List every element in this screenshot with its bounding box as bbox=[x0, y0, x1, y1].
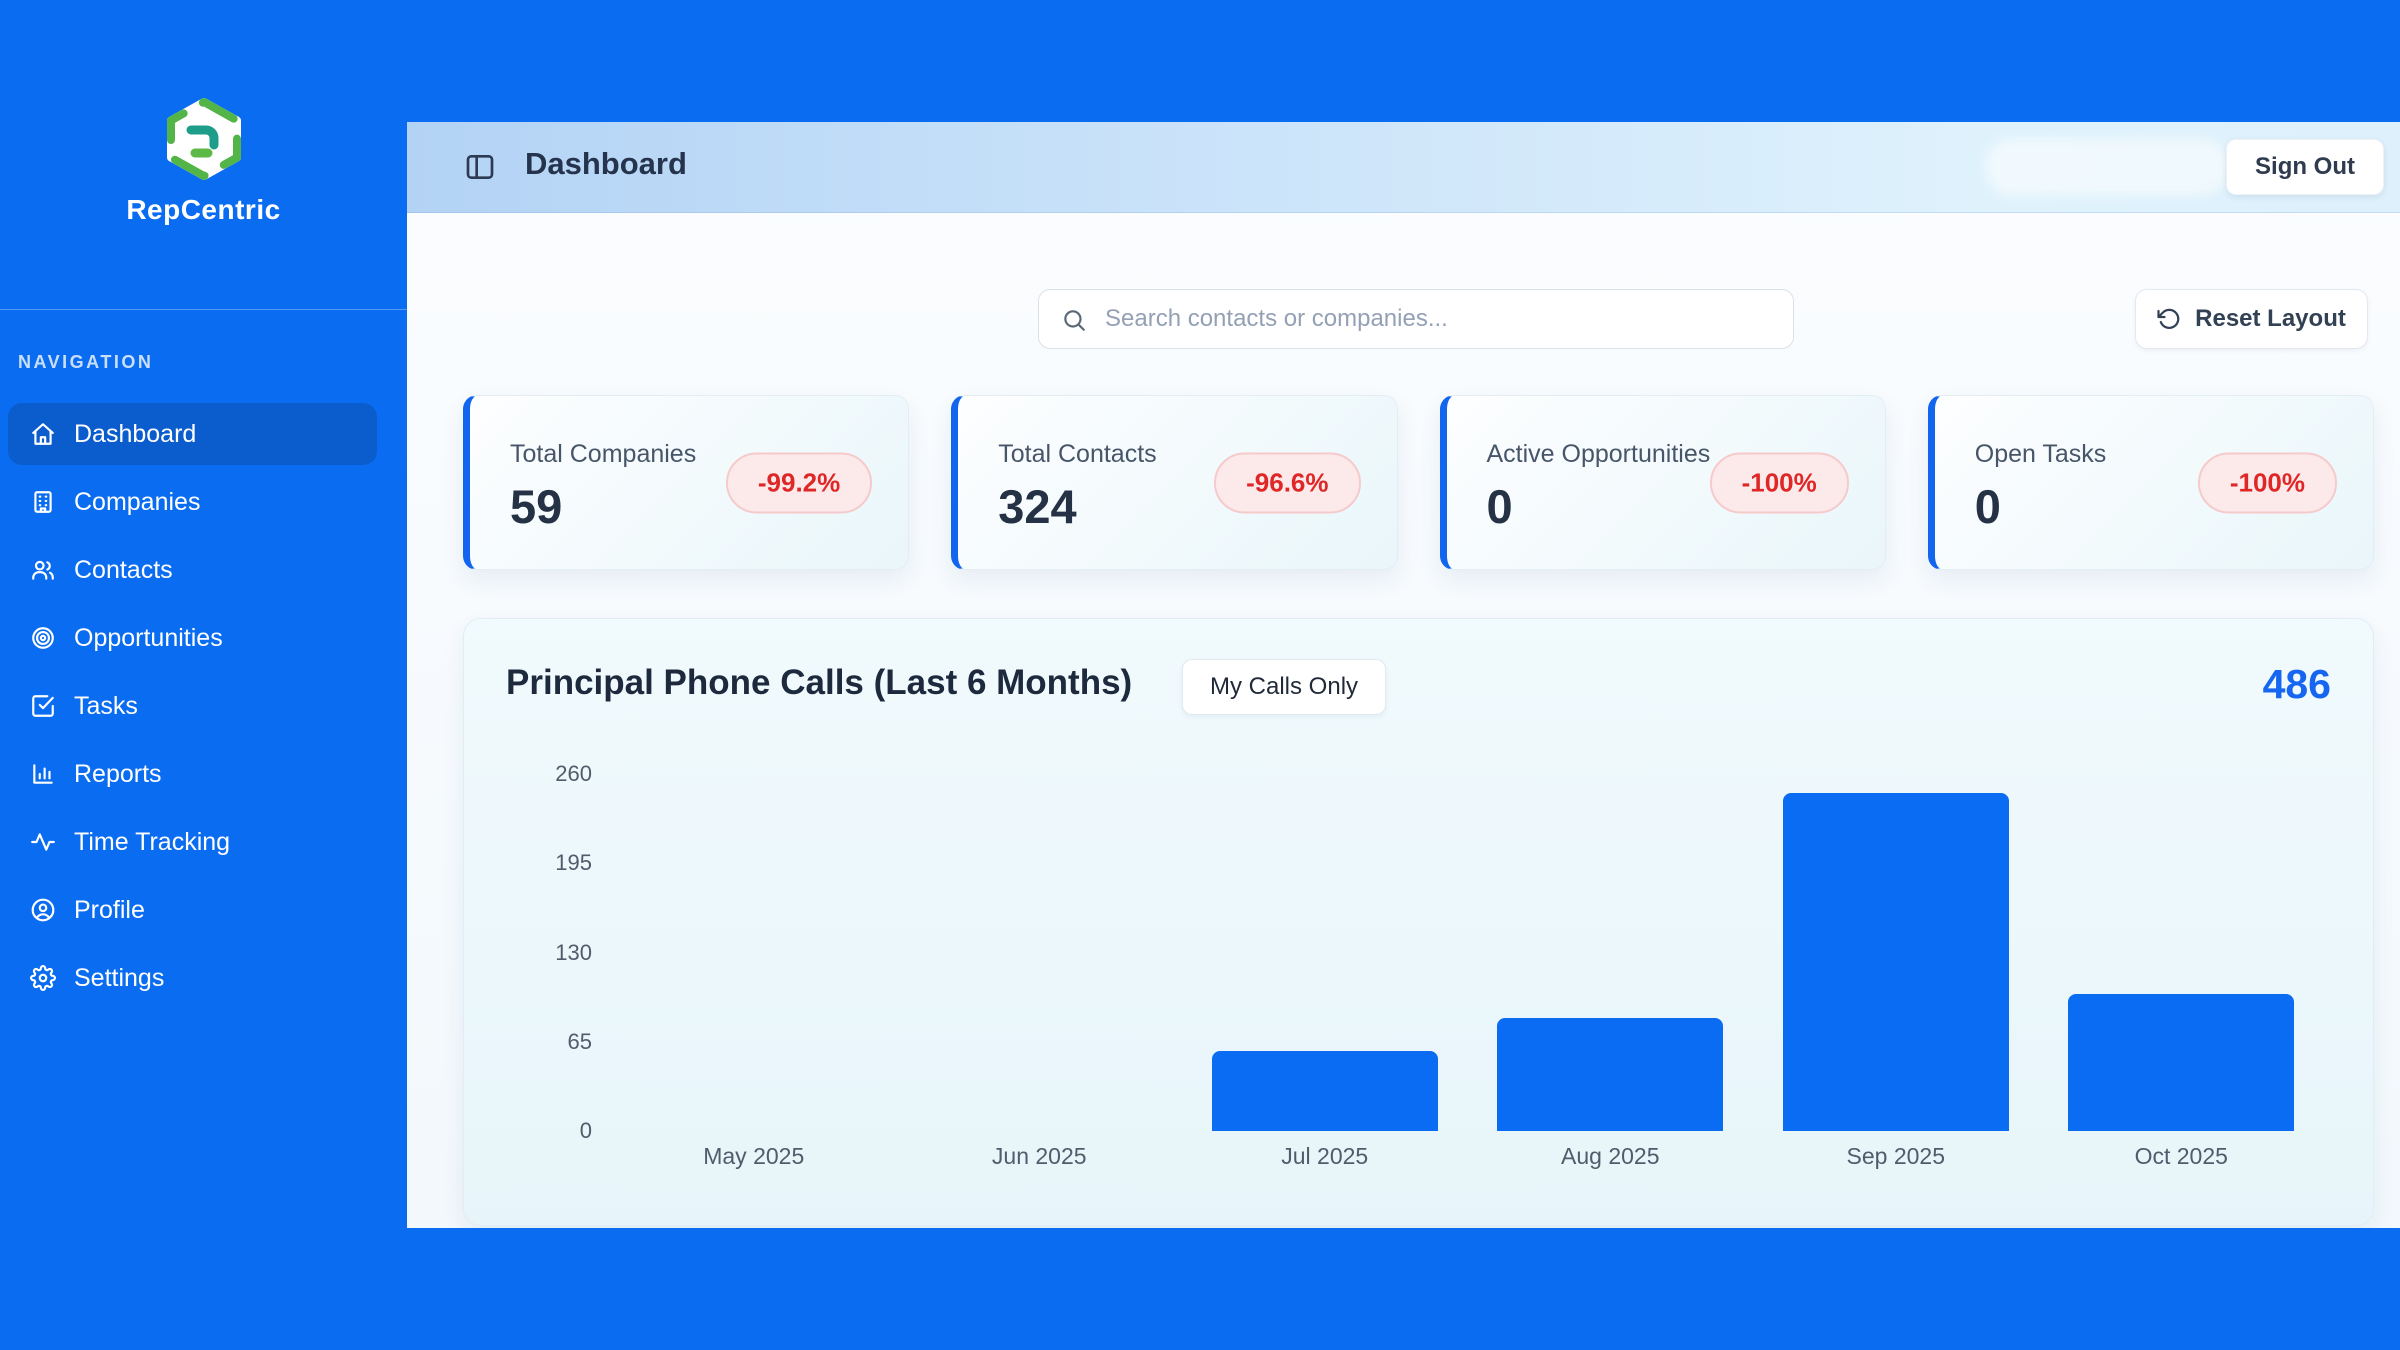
sidebar-item-reports[interactable]: Reports bbox=[8, 743, 377, 805]
x-axis-label: Jul 2025 bbox=[1281, 1143, 1369, 1169]
bar-jul-2025 bbox=[1211, 1051, 1438, 1131]
stat-delta-badge: -96.6% bbox=[1214, 452, 1361, 513]
stat-label: Active Opportunities bbox=[1486, 440, 1711, 468]
stat-value: 324 bbox=[998, 480, 1077, 533]
check-square-icon bbox=[30, 693, 56, 719]
bar-chart-icon bbox=[30, 761, 56, 787]
y-axis-tick: 130 bbox=[555, 939, 592, 965]
stat-delta-badge: -100% bbox=[2197, 452, 2337, 513]
sidebar-item-label: Opportunities bbox=[74, 623, 223, 652]
search-input[interactable] bbox=[1103, 290, 1773, 348]
global-search bbox=[1038, 289, 1794, 349]
bar-aug-2025 bbox=[1497, 1018, 1724, 1131]
x-axis-label: Jun 2025 bbox=[991, 1143, 1087, 1169]
sidebar-item-label: Time Tracking bbox=[74, 827, 231, 856]
rotate-ccw-icon bbox=[2157, 308, 2180, 329]
sidebar-item-companies[interactable]: Companies bbox=[8, 471, 377, 533]
target-icon bbox=[30, 625, 56, 651]
sidebar-item-contacts[interactable]: Contacts bbox=[8, 539, 377, 601]
stat-card-total-contacts: Total Contacts 324 -96.6% bbox=[951, 395, 1398, 570]
x-axis-label: Oct 2025 bbox=[2134, 1143, 2228, 1169]
user-account-redacted bbox=[1985, 138, 2230, 196]
sidebar-item-dashboard[interactable]: Dashboard bbox=[8, 403, 377, 465]
x-axis-label: Aug 2025 bbox=[1561, 1143, 1660, 1169]
chart-card: Principal Phone Calls (Last 6 Months) My… bbox=[463, 618, 2374, 1226]
stat-delta-badge: -99.2% bbox=[725, 452, 873, 513]
stat-value: 0 bbox=[1974, 480, 2001, 533]
activity-icon bbox=[30, 829, 56, 855]
y-axis-tick: 195 bbox=[555, 850, 592, 876]
panel-left-icon bbox=[466, 155, 494, 179]
sidebar-item-time-tracking[interactable]: Time Tracking bbox=[8, 811, 377, 873]
sidebar-item-profile[interactable]: Profile bbox=[8, 879, 377, 941]
stat-card-total-companies: Total Companies 59 -99.2% bbox=[463, 395, 910, 570]
my-calls-only-toggle[interactable]: My Calls Only bbox=[1182, 659, 1387, 715]
stat-label: Total Contacts bbox=[998, 440, 1157, 468]
sign-out-button[interactable]: Sign Out bbox=[2226, 139, 2384, 195]
stat-label: Open Tasks bbox=[1974, 440, 2107, 468]
building-icon bbox=[30, 489, 56, 515]
stat-label: Total Companies bbox=[510, 440, 697, 468]
brand-logo: RepCentric bbox=[0, 96, 407, 226]
bar-oct-2025 bbox=[2068, 993, 2295, 1131]
sidebar-item-label: Contacts bbox=[74, 555, 173, 584]
chart-title: Principal Phone Calls (Last 6 Months) bbox=[506, 663, 1133, 702]
hexagon-logo-icon bbox=[166, 98, 241, 180]
reset-layout-button[interactable]: Reset Layout bbox=[2135, 289, 2368, 349]
stat-value: 0 bbox=[1486, 480, 1513, 533]
search-icon bbox=[1061, 307, 1087, 333]
stat-delta-badge: -100% bbox=[1709, 452, 1849, 513]
bar-chart-plot bbox=[611, 774, 2324, 1131]
sidebar-item-label: Companies bbox=[74, 487, 201, 516]
user-circle-icon bbox=[30, 897, 56, 923]
sidebar-item-label: Profile bbox=[74, 895, 145, 924]
brand-name: RepCentric bbox=[126, 194, 281, 225]
header-bar: Dashboard Sign Out bbox=[407, 122, 2400, 213]
sidebar-nav: Dashboard Companies Contacts Opportunities T… bbox=[8, 403, 377, 1009]
page-title: Dashboard bbox=[525, 146, 687, 181]
sidebar-item-label: Tasks bbox=[74, 691, 138, 720]
sidebar-item-tasks[interactable]: Tasks bbox=[8, 675, 377, 737]
stat-cards-row: Total Companies 59 -99.2% Total Contacts 324… bbox=[463, 395, 2374, 570]
x-axis-label: May 2025 bbox=[703, 1143, 805, 1169]
home-icon bbox=[30, 421, 56, 447]
nav-section-label: NAVIGATION bbox=[18, 352, 154, 372]
sidebar-item-label: Settings bbox=[74, 963, 165, 992]
y-axis-tick: 260 bbox=[555, 761, 592, 786]
stat-value: 59 bbox=[510, 480, 563, 533]
stat-card-open-tasks: Open Tasks 0 -100% bbox=[1927, 395, 2374, 570]
gear-icon bbox=[30, 965, 56, 991]
sidebar-item-settings[interactable]: Settings bbox=[8, 947, 377, 1009]
sidebar-divider bbox=[0, 309, 407, 310]
y-axis-tick: 0 bbox=[579, 1118, 592, 1143]
x-axis-label: Sep 2025 bbox=[1846, 1143, 1945, 1169]
sidebar-toggle-button[interactable] bbox=[459, 146, 501, 188]
sidebar-item-label: Dashboard bbox=[74, 419, 197, 448]
main-content: Dashboard Sign Out Reset Layout Total Co… bbox=[407, 122, 2400, 1228]
sidebar-item-label: Reports bbox=[74, 759, 162, 788]
reset-layout-label: Reset Layout bbox=[2195, 305, 2346, 332]
y-axis-tick: 65 bbox=[567, 1028, 592, 1054]
chart-total-value: 486 bbox=[2262, 661, 2331, 707]
stat-card-active-opportunities: Active Opportunities 0 -100% bbox=[1439, 395, 1886, 570]
users-icon bbox=[30, 557, 56, 583]
sidebar-item-opportunities[interactable]: Opportunities bbox=[8, 607, 377, 669]
sidebar: RepCentric NAVIGATION Dashboard Companies… bbox=[0, 0, 407, 1350]
bar-sep-2025 bbox=[1782, 793, 2009, 1131]
